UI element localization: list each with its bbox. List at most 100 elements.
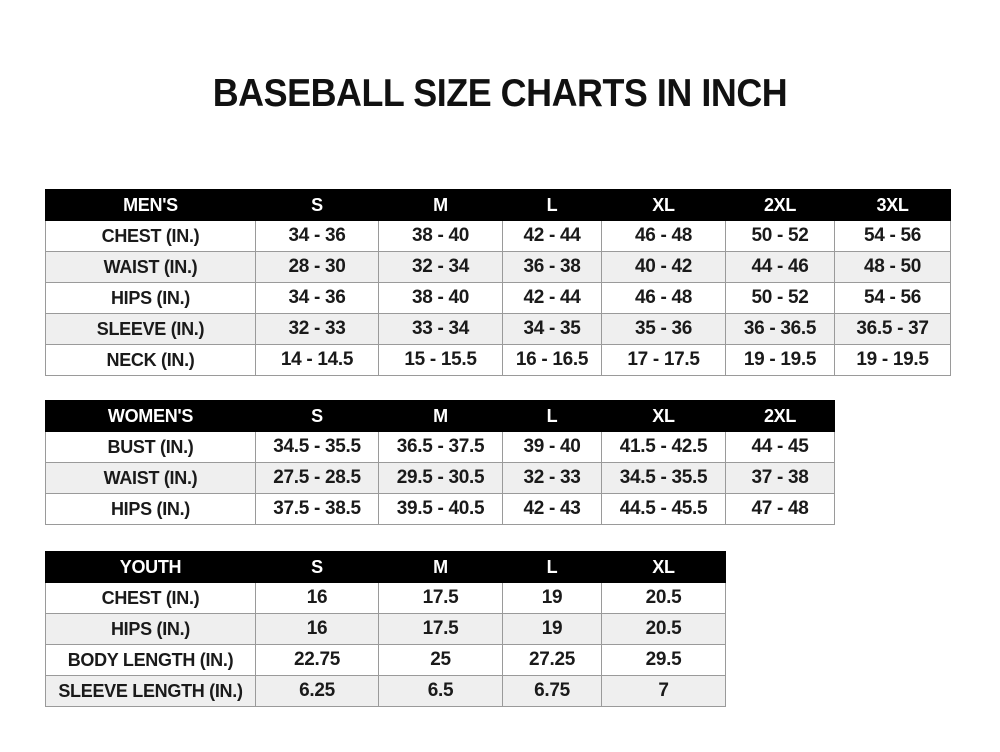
size-value-cell: 6.25 — [255, 675, 379, 707]
table-row: WAIST (IN.) 27.5 - 28.5 29.5 - 30.5 32 - 33… — [45, 462, 835, 494]
size-value-cell: 15 - 15.5 — [378, 344, 503, 376]
size-column-header: S — [255, 551, 379, 583]
size-value-cell: 19 - 19.5 — [834, 344, 951, 376]
size-value-cell: 16 — [255, 613, 379, 645]
size-value-cell: 16 — [255, 582, 379, 614]
table-row: HIPS (IN.) 34 - 36 38 - 40 42 - 44 46 - 48 50… — [45, 282, 951, 314]
size-value-cell: 6.5 — [378, 675, 503, 707]
table-row: CHEST (IN.) 34 - 36 38 - 40 42 - 44 46 - 48 5… — [45, 220, 951, 252]
size-value-cell: 32 - 33 — [255, 313, 379, 345]
size-column-header: 3XL — [834, 189, 951, 221]
size-value-cell: 20.5 — [601, 613, 726, 645]
size-value-cell: 39.5 - 40.5 — [378, 493, 503, 525]
size-column-header: 2XL — [725, 400, 835, 432]
size-value-cell: 28 - 30 — [255, 251, 379, 283]
size-value-cell: 42 - 43 — [502, 493, 602, 525]
size-value-cell: 37.5 - 38.5 — [255, 493, 379, 525]
size-value-cell: 34 - 36 — [255, 282, 379, 314]
size-column-header: XL — [601, 551, 726, 583]
size-column-header: M — [378, 189, 503, 221]
size-value-cell: 36.5 - 37 — [834, 313, 951, 345]
table-row: BODY LENGTH (IN.) 22.75 25 27.25 29.5 — [45, 644, 726, 676]
measurement-label: HIPS (IN.) — [45, 493, 256, 525]
size-value-cell: 44 - 45 — [725, 431, 835, 463]
size-value-cell: 17.5 — [378, 613, 503, 645]
table-row: SLEEVE LENGTH (IN.) 6.25 6.5 6.75 7 — [45, 675, 726, 707]
size-value-cell: 6.75 — [502, 675, 602, 707]
size-value-cell: 32 - 33 — [502, 462, 602, 494]
table-row: CHEST (IN.) 16 17.5 19 20.5 — [45, 582, 726, 614]
table-row: HIPS (IN.) 37.5 - 38.5 39.5 - 40.5 42 - 43 4… — [45, 493, 835, 525]
size-value-cell: 14 - 14.5 — [255, 344, 379, 376]
measurement-label: BODY LENGTH (IN.) — [45, 644, 256, 676]
size-value-cell: 40 - 42 — [601, 251, 726, 283]
table-category-header: YOUTH — [45, 551, 256, 583]
size-value-cell: 27.25 — [502, 644, 602, 676]
size-value-cell: 19 - 19.5 — [725, 344, 835, 376]
size-value-cell: 34 - 35 — [502, 313, 602, 345]
size-value-cell: 48 - 50 — [834, 251, 951, 283]
size-column-header: S — [255, 189, 379, 221]
size-column-header: L — [502, 189, 602, 221]
size-value-cell: 42 - 44 — [502, 220, 602, 252]
size-value-cell: 36 - 36.5 — [725, 313, 835, 345]
measurement-label: SLEEVE (IN.) — [45, 313, 256, 345]
size-column-header: S — [255, 400, 379, 432]
table-row: HIPS (IN.) 16 17.5 19 20.5 — [45, 613, 726, 645]
size-value-cell: 41.5 - 42.5 — [601, 431, 726, 463]
size-column-header: M — [378, 551, 503, 583]
table-category-header: MEN'S — [45, 189, 256, 221]
size-value-cell: 7 — [601, 675, 726, 707]
measurement-label: WAIST (IN.) — [45, 251, 256, 283]
size-value-cell: 35 - 36 — [601, 313, 726, 345]
size-value-cell: 33 - 34 — [378, 313, 503, 345]
size-value-cell: 16 - 16.5 — [502, 344, 602, 376]
size-value-cell: 46 - 48 — [601, 282, 726, 314]
size-value-cell: 20.5 — [601, 582, 726, 614]
measurement-label: CHEST (IN.) — [45, 220, 256, 252]
size-value-cell: 50 - 52 — [725, 282, 835, 314]
size-value-cell: 29.5 - 30.5 — [378, 462, 503, 494]
size-value-cell: 44.5 - 45.5 — [601, 493, 726, 525]
size-value-cell: 34.5 - 35.5 — [255, 431, 379, 463]
size-value-cell: 36.5 - 37.5 — [378, 431, 503, 463]
womens-size-table: WOMEN'S S M L XL 2XL BUST (IN.) 34.5 - 35.5 36.5… — [45, 400, 835, 525]
size-value-cell: 29.5 — [601, 644, 726, 676]
table-header-row: MEN'S S M L XL 2XL 3XL — [45, 189, 951, 221]
size-value-cell: 46 - 48 — [601, 220, 726, 252]
measurement-label: WAIST (IN.) — [45, 462, 256, 494]
table-row: SLEEVE (IN.) 32 - 33 33 - 34 34 - 35 35 - 36… — [45, 313, 951, 345]
size-value-cell: 39 - 40 — [502, 431, 602, 463]
measurement-label: HIPS (IN.) — [45, 613, 256, 645]
size-column-header: L — [502, 400, 602, 432]
size-value-cell: 47 - 48 — [725, 493, 835, 525]
youth-size-table: YOUTH S M L XL CHEST (IN.) 16 17.5 19 20.5 HIPS (I… — [45, 551, 726, 707]
measurement-label: HIPS (IN.) — [45, 282, 256, 314]
size-value-cell: 50 - 52 — [725, 220, 835, 252]
size-value-cell: 22.75 — [255, 644, 379, 676]
size-column-header: M — [378, 400, 503, 432]
mens-size-table: MEN'S S M L XL 2XL 3XL CHEST (IN.) 34 - 36 38 - 4… — [45, 189, 951, 376]
size-value-cell: 54 - 56 — [834, 220, 951, 252]
table-header-row: YOUTH S M L XL — [45, 551, 726, 583]
measurement-label: NECK (IN.) — [45, 344, 256, 376]
size-value-cell: 34.5 - 35.5 — [601, 462, 726, 494]
size-value-cell: 19 — [502, 582, 602, 614]
size-value-cell: 19 — [502, 613, 602, 645]
size-column-header: XL — [601, 189, 726, 221]
size-value-cell: 17 - 17.5 — [601, 344, 726, 376]
size-value-cell: 17.5 — [378, 582, 503, 614]
table-row: BUST (IN.) 34.5 - 35.5 36.5 - 37.5 39 - 40 4… — [45, 431, 835, 463]
size-value-cell: 42 - 44 — [502, 282, 602, 314]
table-row: NECK (IN.) 14 - 14.5 15 - 15.5 16 - 16.5 17 … — [45, 344, 951, 376]
size-value-cell: 32 - 34 — [378, 251, 503, 283]
measurement-label: SLEEVE LENGTH (IN.) — [45, 675, 256, 707]
size-value-cell: 38 - 40 — [378, 220, 503, 252]
size-column-header: L — [502, 551, 602, 583]
size-value-cell: 54 - 56 — [834, 282, 951, 314]
size-value-cell: 37 - 38 — [725, 462, 835, 494]
measurement-label: CHEST (IN.) — [45, 582, 256, 614]
size-value-cell: 38 - 40 — [378, 282, 503, 314]
size-column-header: 2XL — [725, 189, 835, 221]
table-category-header: WOMEN'S — [45, 400, 256, 432]
